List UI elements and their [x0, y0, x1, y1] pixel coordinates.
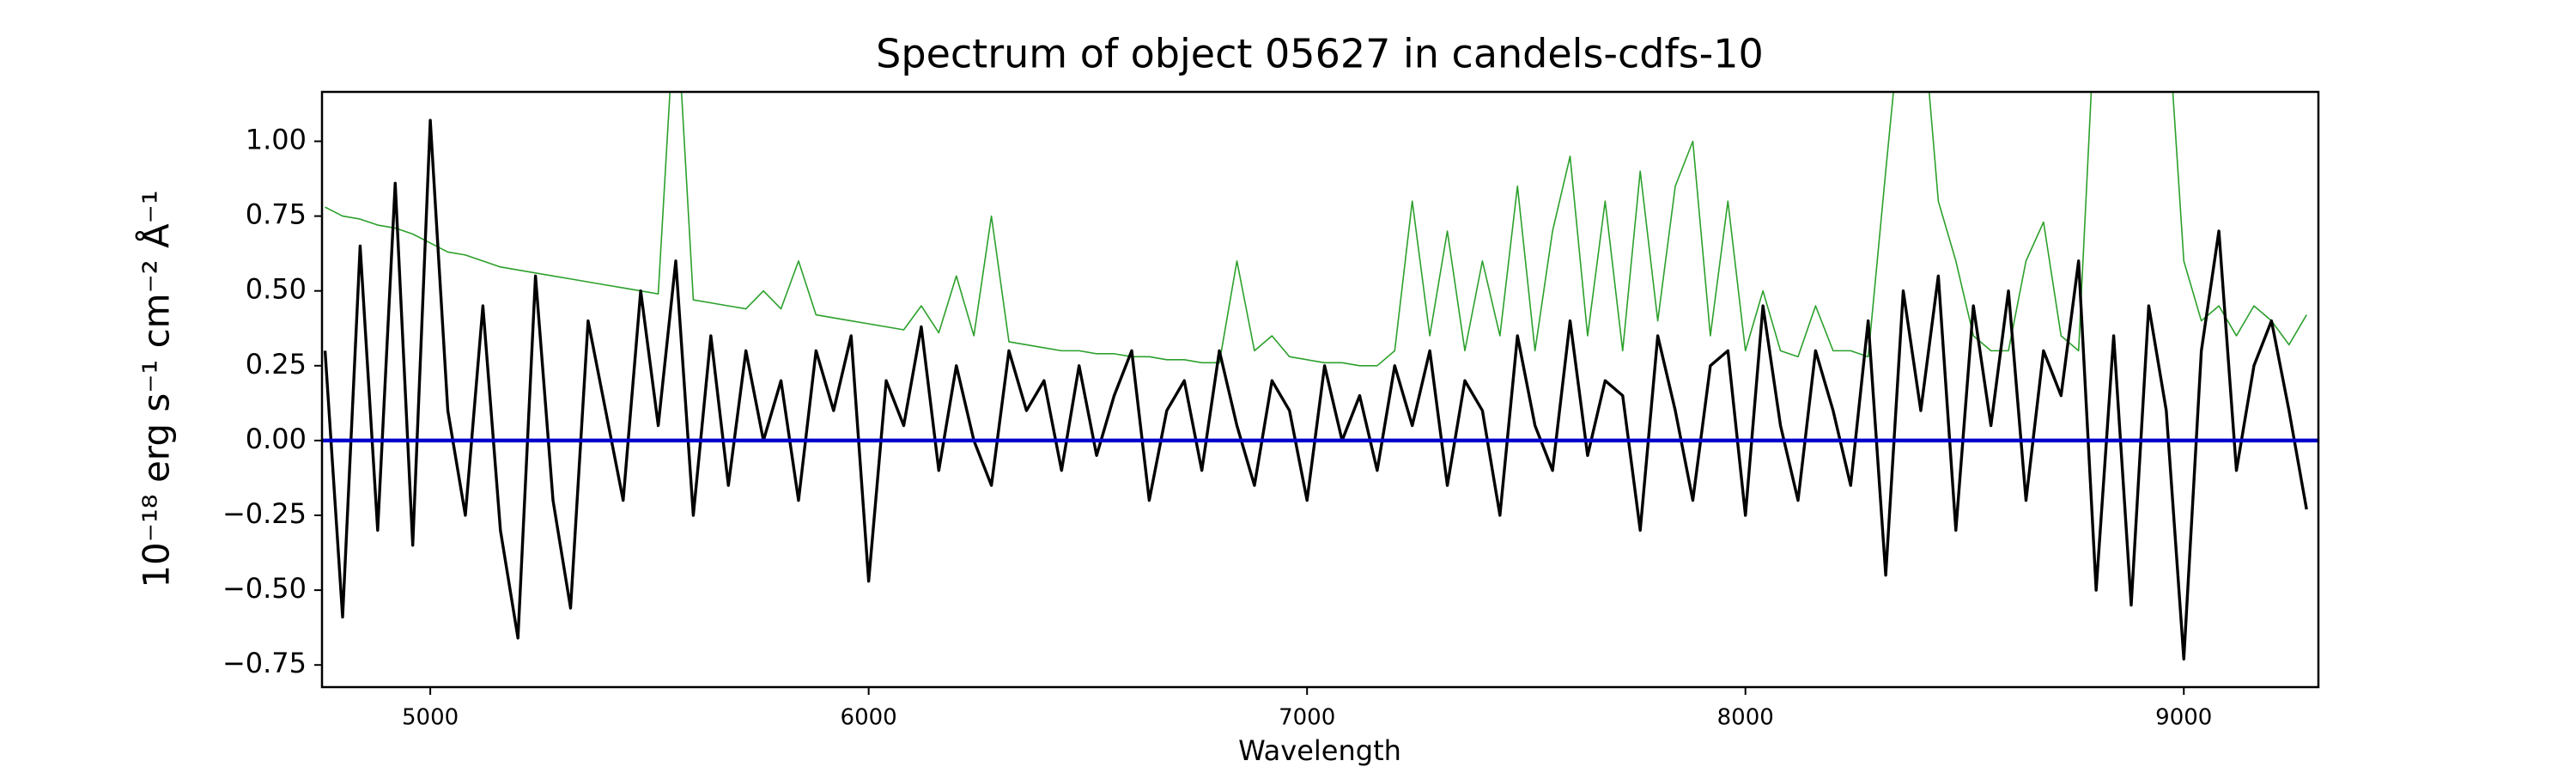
y-tick-label: 0.25: [246, 348, 307, 380]
plot-area: [322, 92, 2318, 660]
y-tick-label: 1.00: [246, 123, 307, 155]
x-tick-label: 8000: [1717, 705, 1774, 731]
x-tick-label: 5000: [402, 705, 459, 731]
y-tick-label: −0.50: [222, 572, 307, 605]
chart-title: Spectrum of object 05627 in candels-cdfs…: [876, 31, 1764, 77]
x-tick-label: 6000: [841, 705, 897, 731]
y-tick-label: 0.75: [246, 198, 307, 231]
x-tick-label: 9000: [2155, 705, 2212, 731]
axes-frame: [320, 90, 2320, 689]
spectrum-line: [325, 92, 2307, 367]
y-axis-label: 10⁻¹⁸ erg s⁻¹ cm⁻² Å⁻¹: [135, 190, 178, 587]
x-tick-label: 7000: [1279, 705, 1335, 731]
y-tick-label: 0.00: [246, 423, 307, 455]
y-tick-label: −0.25: [222, 497, 307, 530]
spectrum-line: [323, 119, 2308, 660]
x-axis-label: Wavelength: [1238, 734, 1401, 767]
y-tick-label: 0.50: [246, 273, 307, 306]
y-tick-label: −0.75: [222, 647, 307, 679]
